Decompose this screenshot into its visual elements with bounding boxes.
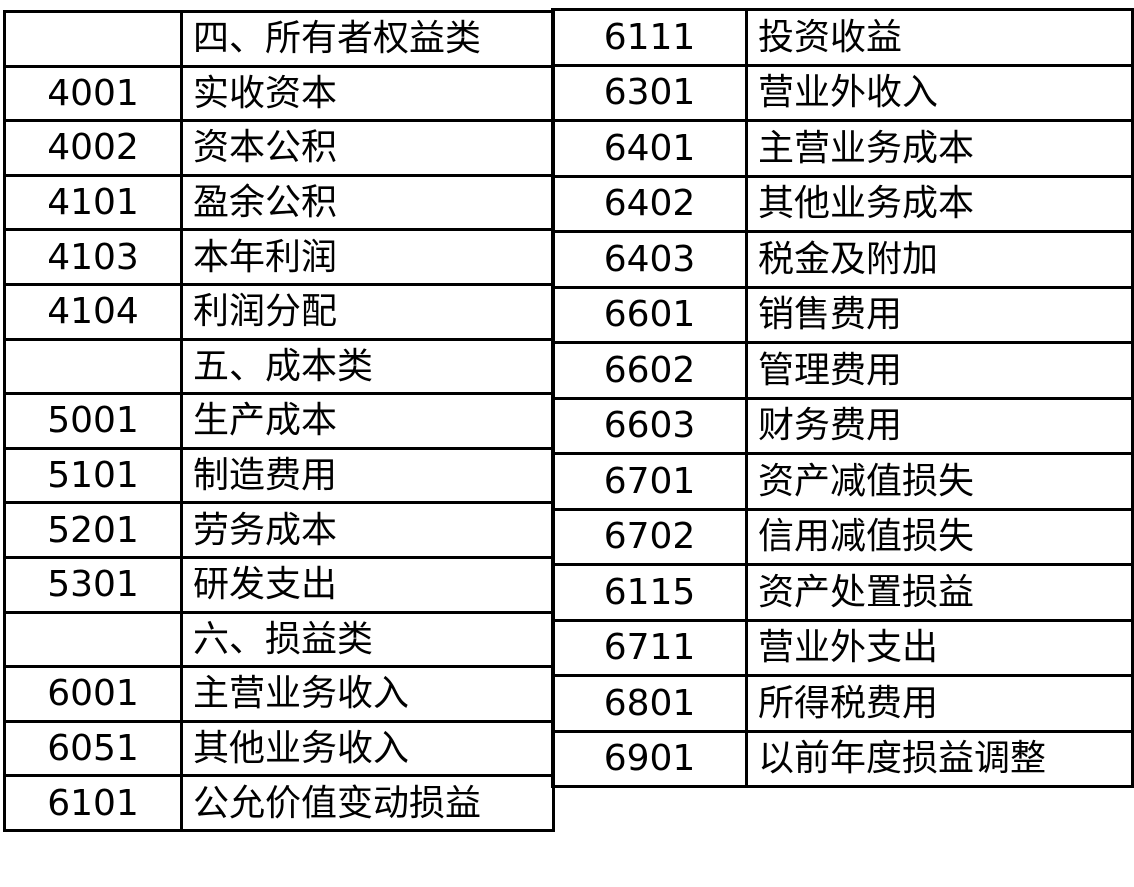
account-code: 5101 [3, 446, 183, 505]
table-row: 6901 以前年度损益调整 [551, 729, 1134, 788]
account-name: 四、所有者权益类 [180, 10, 555, 68]
table-row: 4001 实收资本 [3, 64, 555, 123]
account-name: 营业外收入 [745, 63, 1134, 122]
table-row: 5301 研发支出 [3, 555, 555, 614]
account-code [3, 610, 183, 669]
account-name: 六、损益类 [180, 610, 555, 669]
account-code: 6402 [551, 174, 748, 233]
account-name: 其他业务成本 [745, 174, 1134, 233]
table-row: 6801 所得税费用 [551, 674, 1134, 733]
table-row: 5001 生产成本 [3, 392, 555, 450]
table-row: 6701 资产减值损失 [551, 452, 1134, 511]
account-code: 4104 [3, 282, 183, 341]
account-name: 管理费用 [745, 341, 1134, 400]
table-row: 4104 利润分配 [3, 282, 555, 341]
account-code: 6602 [551, 341, 748, 400]
account-code: 4101 [3, 173, 183, 232]
account-table-right: 6111 投资收益 6301 营业外收入 6401 主营业务成本 6402 其他业务成本 640… [551, 8, 1134, 788]
table-row: 6402 其他业务成本 [551, 174, 1134, 233]
table-row: 5201 劳务成本 [3, 501, 555, 559]
account-name: 五、成本类 [180, 337, 555, 396]
account-code: 6901 [551, 729, 748, 788]
account-code: 5001 [3, 392, 183, 450]
table-row: 4103 本年利润 [3, 228, 555, 286]
account-name: 投资收益 [745, 8, 1134, 67]
table-row: 6101 公允价值变动损益 [3, 774, 555, 832]
account-name: 信用减值损失 [745, 507, 1134, 566]
account-code: 6101 [3, 774, 183, 832]
account-name: 实收资本 [180, 64, 555, 123]
table-row: 6711 营业外支出 [551, 618, 1134, 677]
account-code: 6115 [551, 563, 748, 622]
table-row: 6401 主营业务成本 [551, 119, 1134, 178]
table-row: 6115 资产处置损益 [551, 563, 1134, 622]
account-name: 生产成本 [180, 392, 555, 450]
table-row: 5101 制造费用 [3, 446, 555, 505]
table-row: 6603 财务费用 [551, 396, 1134, 455]
table-row: 6602 管理费用 [551, 341, 1134, 400]
account-code: 6001 [3, 665, 183, 723]
account-name: 税金及附加 [745, 230, 1134, 289]
account-code: 4001 [3, 64, 183, 123]
table-row: 6001 主营业务收入 [3, 665, 555, 723]
table-row: 4002 资本公积 [3, 119, 555, 177]
table-row: 6301 营业外收入 [551, 63, 1134, 122]
account-code: 6111 [551, 8, 748, 67]
account-name: 其他业务收入 [180, 719, 555, 778]
account-code: 6702 [551, 507, 748, 566]
account-code [3, 10, 183, 68]
account-name: 资本公积 [180, 119, 555, 177]
account-code: 6711 [551, 618, 748, 677]
account-code: 6601 [551, 285, 748, 344]
account-name: 资产减值损失 [745, 452, 1134, 511]
table-row: 六、损益类 [3, 610, 555, 669]
account-code: 6603 [551, 396, 748, 455]
account-name: 盈余公积 [180, 173, 555, 232]
account-code: 4002 [3, 119, 183, 177]
account-code: 6051 [3, 719, 183, 778]
account-code: 6403 [551, 230, 748, 289]
account-code: 6301 [551, 63, 748, 122]
table-row: 五、成本类 [3, 337, 555, 396]
account-code: 6401 [551, 119, 748, 178]
account-name: 主营业务收入 [180, 665, 555, 723]
account-code: 6801 [551, 674, 748, 733]
account-code: 6701 [551, 452, 748, 511]
table-row: 6111 投资收益 [551, 8, 1134, 67]
account-code: 4103 [3, 228, 183, 286]
account-name: 所得税费用 [745, 674, 1134, 733]
account-code: 5201 [3, 501, 183, 559]
account-name: 营业外支出 [745, 618, 1134, 677]
account-name: 公允价值变动损益 [180, 774, 555, 832]
account-name: 劳务成本 [180, 501, 555, 559]
table-row: 6051 其他业务收入 [3, 719, 555, 778]
account-name: 资产处置损益 [745, 563, 1134, 622]
account-name: 财务费用 [745, 396, 1134, 455]
table-row: 4101 盈余公积 [3, 173, 555, 232]
account-name: 以前年度损益调整 [745, 729, 1134, 788]
account-name: 主营业务成本 [745, 119, 1134, 178]
account-table-left: 四、所有者权益类 4001 实收资本 4002 资本公积 4101 盈余公积 4103 本年利润… [3, 10, 555, 832]
account-name: 本年利润 [180, 228, 555, 286]
account-name: 制造费用 [180, 446, 555, 505]
account-code: 5301 [3, 555, 183, 614]
table-row: 四、所有者权益类 [3, 10, 555, 68]
table-row: 6601 销售费用 [551, 285, 1134, 344]
account-code [3, 337, 183, 396]
table-row: 6403 税金及附加 [551, 230, 1134, 289]
account-name: 研发支出 [180, 555, 555, 614]
account-name: 利润分配 [180, 282, 555, 341]
account-name: 销售费用 [745, 285, 1134, 344]
table-row: 6702 信用减值损失 [551, 507, 1134, 566]
